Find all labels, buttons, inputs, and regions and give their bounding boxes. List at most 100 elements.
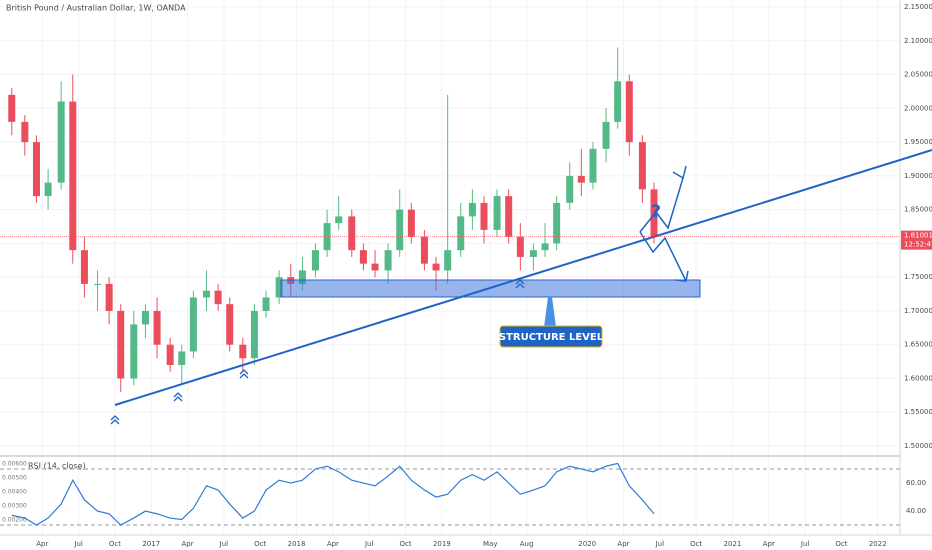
candle-body	[69, 101, 77, 251]
candle-body	[226, 304, 234, 345]
rsi-left-label: 0.00500	[2, 475, 27, 482]
bullish-path	[639, 177, 684, 233]
y-tick-label: 2.00000	[904, 104, 932, 112]
x-tick-label: Oct	[109, 540, 121, 548]
candle-body	[359, 250, 367, 264]
indicator-label: RSI (14, close)	[28, 462, 86, 471]
candle-body	[493, 196, 501, 230]
chart-title: British Pound / Australian Dollar, 1W, O…	[6, 4, 186, 13]
candle-body	[553, 202, 561, 244]
x-tick-label: May	[483, 540, 497, 548]
x-tick-label: Jul	[800, 540, 810, 548]
bearish-path	[639, 231, 687, 282]
x-tick-label: Oct	[399, 540, 411, 548]
y-tick-label: 40.00	[906, 507, 926, 515]
candle-body	[298, 270, 306, 284]
candle-body	[214, 290, 222, 305]
candle-body	[396, 209, 404, 251]
x-tick-label: Apr	[36, 540, 48, 548]
candle-body	[8, 94, 16, 122]
annotation: ?	[651, 202, 661, 222]
y-tick-label: 2.15000	[904, 3, 932, 11]
candle-body	[589, 148, 597, 183]
x-tick-label: 2021	[724, 540, 742, 548]
arrow-head	[675, 270, 689, 282]
candle-body	[323, 223, 331, 251]
candle-body	[189, 297, 197, 352]
annotation: STRUCTURE LEVEL	[499, 332, 604, 343]
candle-body	[407, 209, 415, 237]
x-tick-label: Jul	[364, 540, 374, 548]
candle-body	[44, 182, 52, 197]
candle-body	[650, 189, 658, 237]
candle-body	[335, 216, 343, 224]
candle-body	[57, 101, 65, 183]
grid	[0, 0, 900, 535]
candle-body	[457, 216, 465, 251]
candle-body	[432, 263, 440, 271]
x-tick-label: Jul	[73, 540, 83, 548]
candle-body	[311, 250, 319, 271]
candle-body	[348, 216, 356, 251]
last-price-tag	[901, 230, 932, 250]
countdown: 12:52:47	[904, 241, 932, 249]
candle-body	[130, 324, 138, 379]
candle-body	[250, 310, 258, 359]
x-tick-label: Jul	[219, 540, 229, 548]
x-tick-label: Aug	[520, 540, 534, 548]
candle-body	[166, 344, 174, 365]
y-tick-label: 1.60000	[904, 374, 932, 382]
candle-body	[262, 297, 270, 311]
candle-body	[105, 283, 113, 311]
rsi-left-label: 0.00300	[2, 503, 27, 510]
candle-body	[420, 236, 428, 264]
candle-body	[32, 142, 40, 197]
candle-body	[468, 202, 476, 217]
x-tick-label: Apr	[617, 540, 629, 548]
candle-body	[638, 142, 646, 190]
y-tick-label: 60.00	[906, 479, 926, 487]
y-tick-label: 1.70000	[904, 307, 932, 315]
label-box	[499, 325, 603, 348]
candle-body	[239, 344, 247, 359]
y-tick-label: 2.05000	[904, 71, 932, 79]
y-tick-label: 2.10000	[904, 37, 932, 45]
rsi-left-label: 0.00200	[2, 517, 27, 524]
x-tick-label: 2022	[869, 540, 887, 548]
y-tick-label: 1.65000	[904, 341, 932, 349]
x-tick-label: 2019	[433, 540, 451, 548]
x-tick-label: Oct	[690, 540, 702, 548]
candle-body	[371, 263, 379, 271]
x-tick-label: 2018	[288, 540, 306, 548]
candles	[8, 47, 658, 392]
rsi-left-label: 0.00400	[2, 489, 27, 496]
x-tick-label: Jul	[655, 540, 665, 548]
y-tick-label: 1.90000	[904, 172, 932, 180]
arrow-head	[672, 165, 687, 180]
candle-body	[153, 310, 161, 345]
x-tick-label: 2020	[578, 540, 596, 548]
candle-body	[384, 250, 392, 271]
candle-body	[529, 250, 537, 257]
candle-body	[566, 175, 574, 203]
x-tick-label: Apr	[327, 540, 339, 548]
candle-body	[614, 81, 622, 122]
x-tick-label: Oct	[254, 540, 266, 548]
candle-body	[541, 243, 549, 251]
candle-body	[444, 250, 452, 271]
candle-body	[141, 310, 149, 325]
candle-body	[577, 175, 585, 183]
candle-body	[93, 283, 101, 285]
candle-body	[516, 236, 524, 257]
candle-body	[202, 290, 210, 298]
candle-body	[80, 250, 88, 284]
candle-body	[117, 310, 125, 379]
y-tick-label: 1.85000	[904, 206, 932, 214]
rsi-left-label: 0.00600	[2, 461, 27, 468]
candle-body	[625, 81, 633, 143]
x-tick-label: 2017	[142, 540, 160, 548]
candle-body	[480, 202, 488, 230]
x-tick-label: Oct	[835, 540, 847, 548]
